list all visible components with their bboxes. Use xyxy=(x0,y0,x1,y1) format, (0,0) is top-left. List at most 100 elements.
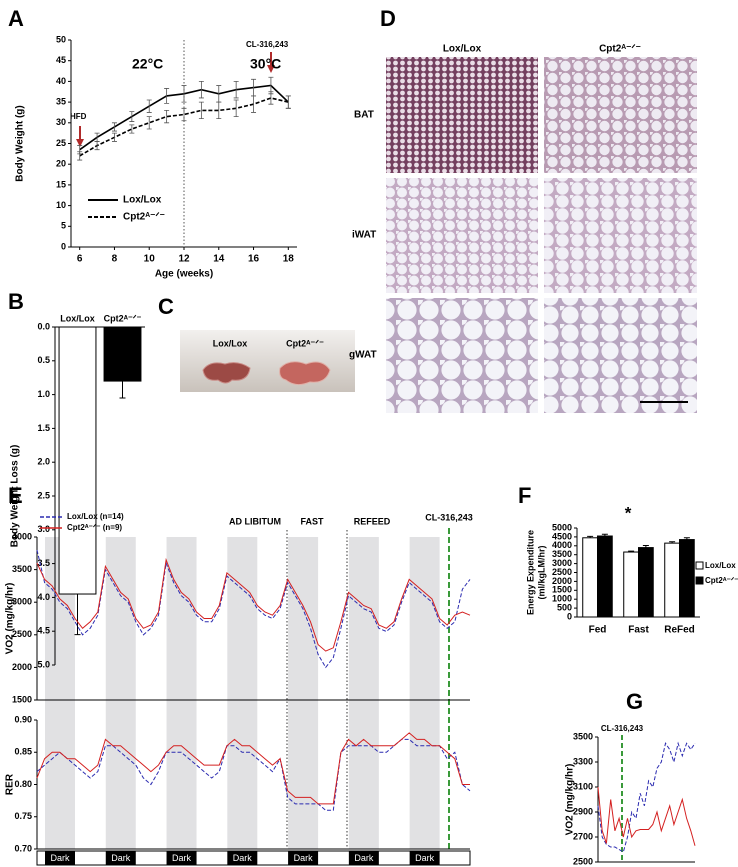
annotation: * xyxy=(625,503,632,522)
panel-label: G xyxy=(626,689,643,714)
series-line xyxy=(36,557,471,652)
y-tick-label: 2500 xyxy=(12,629,32,639)
dark-period-label: Dark xyxy=(50,853,70,863)
y-tick-label: 0.70 xyxy=(14,843,32,853)
y-tick-label: 3.5 xyxy=(37,558,50,568)
error-bar xyxy=(587,535,594,538)
y-tick-label: 2500 xyxy=(573,856,593,866)
annotation: AD LIBITUM xyxy=(229,516,281,526)
y-tick-label: 2.5 xyxy=(37,490,50,500)
y-tick-label: 0.5 xyxy=(37,355,50,365)
y-tick-label: 1.5 xyxy=(37,423,50,433)
error-bar xyxy=(164,88,170,104)
x-tick-label: Cpt2ᴬ⁻ᐟ⁻ xyxy=(104,313,142,323)
annotation: 22°C xyxy=(132,56,163,72)
y-tick-label: 4.0 xyxy=(37,592,50,602)
y-tick-label: 0.85 xyxy=(14,747,32,757)
bar xyxy=(679,539,695,618)
row-label: iWAT xyxy=(352,230,376,241)
y-axis-title: Body Weight Loss (g) xyxy=(10,445,21,548)
error-bar xyxy=(94,141,100,151)
legend-label: Cpt2ᴬ⁻ᐟ⁻ (n=9) xyxy=(67,523,122,532)
error-bar xyxy=(628,550,635,553)
y-axis-title: (ml/kgLM/hr) xyxy=(536,546,546,600)
bar xyxy=(582,537,598,618)
annotation: CL-316,243 xyxy=(246,40,289,49)
error-bar xyxy=(268,91,274,105)
y-tick-label: 3000 xyxy=(552,558,572,568)
dark-period-box xyxy=(227,851,258,865)
y-tick-label: 4000 xyxy=(552,540,572,550)
annotation: REFEED xyxy=(354,516,391,526)
bar xyxy=(597,535,613,618)
y-tick-label: 1.0 xyxy=(37,389,50,399)
histology-image xyxy=(544,178,697,293)
legend-label: Lox/Lox xyxy=(123,195,162,206)
y-tick-label: 0.0 xyxy=(37,321,50,331)
annotation: CL-316,243 xyxy=(601,724,644,733)
error-bar xyxy=(198,81,204,99)
y-tick-label: 30 xyxy=(56,117,66,127)
dark-period-band xyxy=(105,537,136,849)
error-bar xyxy=(181,85,187,103)
dark-period-box xyxy=(166,851,197,865)
x-tick-label: Fast xyxy=(628,625,649,636)
row-label: BAT xyxy=(354,110,374,121)
error-bar xyxy=(164,109,170,124)
y-tick-label: 15 xyxy=(56,179,66,189)
legend-swatch xyxy=(695,561,704,570)
y-tick-label: 35 xyxy=(56,96,66,106)
error-bar xyxy=(146,116,152,130)
annotation: FAST xyxy=(300,516,324,526)
panel-label: A xyxy=(8,6,24,31)
error-bar xyxy=(74,594,81,636)
y-tick-label: 40 xyxy=(56,76,66,86)
y-tick-label: 1000 xyxy=(552,594,572,604)
series-line xyxy=(597,786,696,846)
legend-swatch xyxy=(695,576,704,585)
dark-period-band xyxy=(227,537,258,849)
dark-period-label: Dark xyxy=(172,853,192,863)
dark-period-label: Dark xyxy=(354,853,374,863)
y-tick-label: 2500 xyxy=(552,567,572,577)
dark-period-box xyxy=(288,851,319,865)
row-label: gWAT xyxy=(349,350,377,361)
y-tick-label: 5.0 xyxy=(37,659,50,669)
y-tick-label: 3.0 xyxy=(37,524,50,534)
histology-image xyxy=(544,57,697,173)
x-tick-label: 12 xyxy=(178,254,190,265)
dark-period-band xyxy=(166,537,197,849)
error-bar xyxy=(129,124,135,134)
y-tick-label: 45 xyxy=(56,55,66,65)
error-bar xyxy=(233,99,239,117)
y-axis-title: RER xyxy=(5,773,16,795)
x-axis-title: Age (weeks) xyxy=(155,269,213,280)
dark-period-label: Dark xyxy=(415,853,435,863)
series-line xyxy=(36,738,471,811)
y-tick-label: 5000 xyxy=(552,522,572,532)
y-tick-label: 4500 xyxy=(552,531,572,541)
error-bar xyxy=(669,541,676,544)
y-tick-label: 0.90 xyxy=(14,714,32,724)
y-tick-label: 0.75 xyxy=(14,811,32,821)
error-bar xyxy=(119,381,126,399)
y-tick-label: 10 xyxy=(56,200,66,210)
error-bar xyxy=(111,122,117,132)
y-tick-label: 2.0 xyxy=(37,457,50,467)
error-bar xyxy=(181,107,187,122)
y-tick-label: 2900 xyxy=(573,806,593,816)
y-axis-title: VO2 (mg/kg/hr) xyxy=(565,764,576,836)
dark-period-label: Dark xyxy=(111,853,131,863)
y-tick-label: 3500 xyxy=(552,549,572,559)
tissue xyxy=(279,361,331,386)
x-tick-label: 16 xyxy=(248,254,260,265)
histology-image xyxy=(386,298,538,413)
y-tick-label: 3300 xyxy=(573,756,593,766)
error-bar xyxy=(146,99,152,113)
histology-image xyxy=(386,178,538,293)
y-tick-label: 500 xyxy=(557,602,572,612)
x-tick-label: Fed xyxy=(589,625,607,636)
photo-label: Cpt2ᴬ⁻ᐟ⁻ xyxy=(286,338,324,348)
x-tick-label: 14 xyxy=(213,254,225,265)
